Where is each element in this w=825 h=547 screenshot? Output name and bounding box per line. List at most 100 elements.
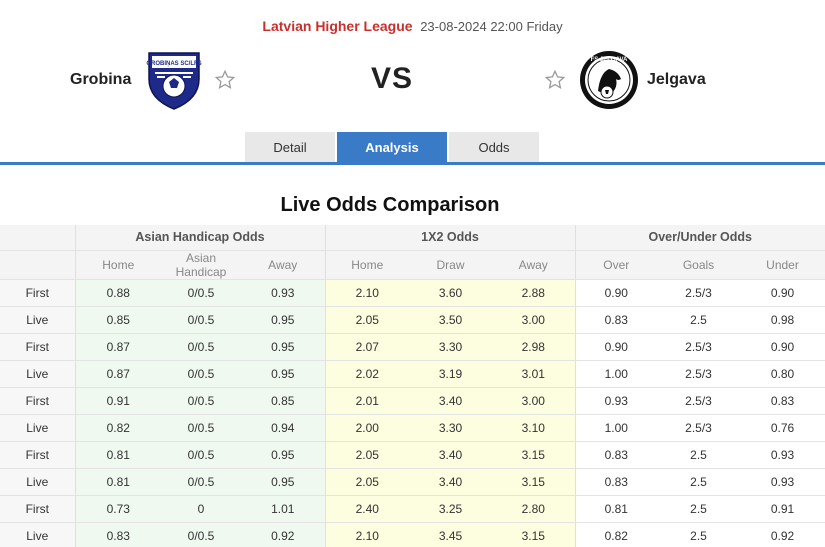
table-row[interactable]: First 0.87 0/0.5 0.95 2.07 3.30 2.98 0.90 2.5/3 0… — [0, 333, 825, 361]
svg-text:FS JELGAVA: FS JELGAVA — [591, 57, 628, 63]
under-odds: 0.92 — [740, 522, 825, 547]
x12-away-odds: 3.15 — [492, 468, 575, 496]
goals-line: 2.5 — [657, 468, 740, 496]
table-row[interactable]: First 0.88 0/0.5 0.93 2.10 3.60 2.88 0.90 2.5/3 0… — [0, 279, 825, 307]
row-type-label: Live — [0, 360, 76, 388]
row-type-label: First — [0, 495, 76, 523]
asian-home-odds: 0.87 — [75, 333, 161, 361]
x12-home-odds: 2.05 — [324, 441, 409, 469]
subheader-asian-home: Home — [75, 250, 161, 280]
asian-handicap-value: 0/0.5 — [161, 333, 241, 361]
table-row[interactable]: Live 0.85 0/0.5 0.95 2.05 3.50 3.00 0.83 2.5 0.98 — [0, 306, 825, 334]
table-row[interactable]: Live 0.82 0/0.5 0.94 2.00 3.30 3.10 1.00 2.5/3 0.… — [0, 414, 825, 442]
home-favorite-star-icon[interactable] — [214, 69, 236, 91]
asian-handicap-value: 0/0.5 — [161, 468, 241, 496]
goals-line: 2.5/3 — [657, 414, 740, 442]
x12-home-odds: 2.02 — [324, 360, 409, 388]
under-odds: 0.76 — [740, 414, 825, 442]
row-type-label: First — [0, 279, 76, 307]
odds-comparison-table: Asian Handicap Odds 1X2 Odds Over/Under … — [0, 225, 825, 547]
under-odds: 0.98 — [740, 306, 825, 334]
asian-home-odds: 0.87 — [75, 360, 161, 388]
home-team-name[interactable]: Grobina — [70, 71, 132, 88]
row-type-label: Live — [0, 468, 76, 496]
asian-away-odds: 0.95 — [241, 306, 325, 334]
under-odds: 0.93 — [740, 468, 825, 496]
x12-away-odds: 2.80 — [492, 495, 575, 523]
x12-away-odds: 2.98 — [492, 333, 575, 361]
row-type-label: First — [0, 441, 76, 469]
away-team-logo: FS JELGAVA — [580, 51, 638, 109]
asian-away-odds: 0.93 — [241, 279, 325, 307]
asian-handicap-value: 0/0.5 — [161, 360, 241, 388]
under-odds: 0.83 — [740, 387, 825, 415]
tab-odds[interactable]: Odds — [449, 132, 539, 163]
table-row[interactable]: Live 0.81 0/0.5 0.95 2.05 3.40 3.15 0.83 2.5 0.93 — [0, 468, 825, 496]
asian-home-odds: 0.91 — [75, 387, 161, 415]
goals-line: 2.5/3 — [657, 279, 740, 307]
league-name[interactable]: Latvian Higher League — [262, 18, 413, 34]
x12-away-odds: 3.01 — [492, 360, 575, 388]
match-header: Latvian Higher League 23-08-2024 22:00 F… — [0, 18, 825, 34]
group-header-1x2: 1X2 Odds — [324, 225, 575, 251]
asian-home-odds: 0.82 — [75, 414, 161, 442]
asian-handicap-value: 0/0.5 — [161, 306, 241, 334]
asian-handicap-value: 0/0.5 — [161, 387, 241, 415]
x12-home-odds: 2.10 — [324, 279, 409, 307]
asian-handicap-value: 0/0.5 — [161, 279, 241, 307]
asian-away-odds: 1.01 — [241, 495, 325, 523]
asian-away-odds: 0.85 — [241, 387, 325, 415]
row-type-label: First — [0, 387, 76, 415]
group-header-over-under: Over/Under Odds — [574, 225, 825, 251]
x12-away-odds: 2.88 — [492, 279, 575, 307]
table-row[interactable]: First 0.73 0 1.01 2.40 3.25 2.80 0.81 2.5 0.91 — [0, 495, 825, 523]
subheader-asian-handicap: Asian Handicap — [161, 250, 241, 280]
x12-away-odds: 3.00 — [492, 306, 575, 334]
x12-draw-odds: 3.30 — [409, 333, 492, 361]
asian-away-odds: 0.95 — [241, 468, 325, 496]
tab-underline — [0, 162, 825, 165]
type-column-header — [0, 225, 76, 251]
x12-home-odds: 2.05 — [324, 306, 409, 334]
asian-away-odds: 0.95 — [241, 360, 325, 388]
subheader-asian-away: Away — [241, 250, 325, 280]
subheader-1x2-home: Home — [324, 250, 409, 280]
asian-away-odds: 0.94 — [241, 414, 325, 442]
asian-handicap-value: 0/0.5 — [161, 522, 241, 547]
x12-draw-odds: 3.40 — [409, 468, 492, 496]
row-type-label: First — [0, 333, 76, 361]
over-odds: 0.83 — [574, 306, 657, 334]
away-team-name[interactable]: Jelgava — [647, 71, 706, 88]
group-header-asian: Asian Handicap Odds — [75, 225, 325, 251]
asian-handicap-value: 0 — [161, 495, 241, 523]
asian-handicap-value: 0/0.5 — [161, 414, 241, 442]
subheader-1x2-draw: Draw — [409, 250, 492, 280]
over-odds: 1.00 — [574, 360, 657, 388]
x12-draw-odds: 3.40 — [409, 441, 492, 469]
goals-line: 2.5/3 — [657, 333, 740, 361]
under-odds: 0.90 — [740, 279, 825, 307]
asian-away-odds: 0.95 — [241, 333, 325, 361]
table-row[interactable]: First 0.81 0/0.5 0.95 2.05 3.40 3.15 0.83 2.5 0.9… — [0, 441, 825, 469]
table-row[interactable]: Live 0.87 0/0.5 0.95 2.02 3.19 3.01 1.00 2.5/3 0.… — [0, 360, 825, 388]
x12-draw-odds: 3.45 — [409, 522, 492, 547]
over-odds: 0.81 — [574, 495, 657, 523]
table-row[interactable]: First 0.91 0/0.5 0.85 2.01 3.40 3.00 0.93 2.5/3 0… — [0, 387, 825, 415]
tab-detail[interactable]: Detail — [245, 132, 335, 163]
x12-away-odds: 3.10 — [492, 414, 575, 442]
goals-line: 2.5 — [657, 522, 740, 547]
over-odds: 0.83 — [574, 441, 657, 469]
under-odds: 0.90 — [740, 333, 825, 361]
asian-home-odds: 0.81 — [75, 468, 161, 496]
svg-text:GROBIŅAS SC/LFS: GROBIŅAS SC/LFS — [146, 61, 201, 67]
tab-analysis[interactable]: Analysis — [337, 132, 447, 163]
x12-away-odds: 3.15 — [492, 522, 575, 547]
x12-home-odds: 2.40 — [324, 495, 409, 523]
subheader-over: Over — [574, 250, 657, 280]
away-favorite-star-icon[interactable] — [544, 69, 566, 91]
asian-away-odds: 0.95 — [241, 441, 325, 469]
table-row[interactable]: Live 0.83 0/0.5 0.92 2.10 3.45 3.15 0.82 2.5 0.92 — [0, 522, 825, 547]
asian-home-odds: 0.88 — [75, 279, 161, 307]
asian-away-odds: 0.92 — [241, 522, 325, 547]
x12-home-odds: 2.00 — [324, 414, 409, 442]
